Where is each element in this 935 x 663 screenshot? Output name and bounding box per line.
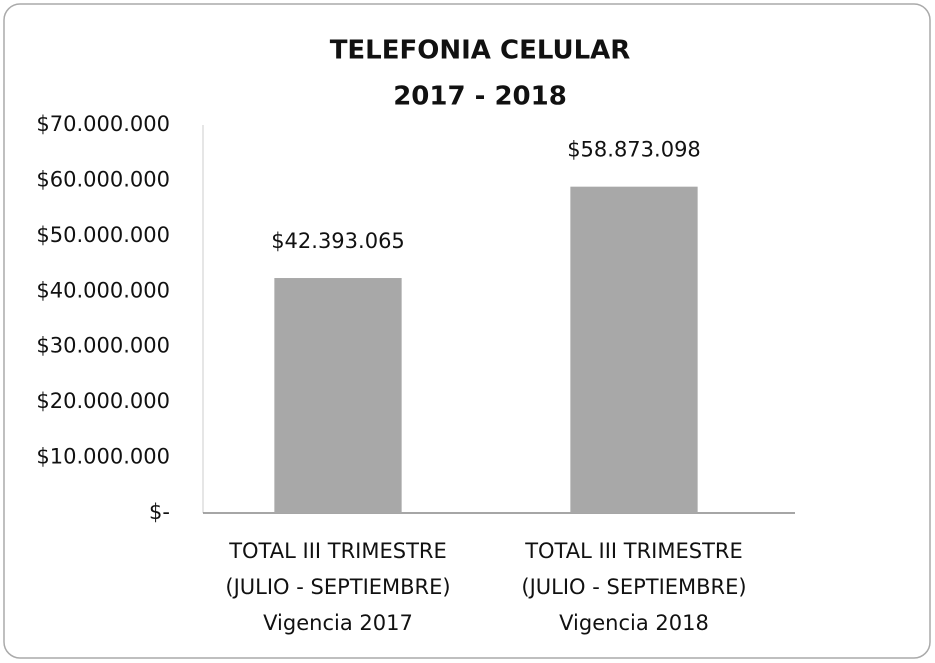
data-label: $58.873.098 bbox=[567, 138, 701, 162]
y-tick-label: $- bbox=[149, 500, 170, 524]
data-label: $42.393.065 bbox=[271, 229, 405, 253]
bar bbox=[274, 278, 402, 513]
x-tick-label: TOTAL III TRIMESTRE bbox=[524, 539, 743, 563]
y-tick-label: $50.000.000 bbox=[36, 223, 170, 247]
y-tick-label: $70.000.000 bbox=[36, 112, 170, 136]
bar bbox=[570, 186, 698, 513]
chart-border bbox=[3, 3, 931, 659]
x-tick-label: (JULIO - SEPTIEMBRE) bbox=[521, 575, 746, 599]
y-tick-label: $10.000.000 bbox=[36, 445, 170, 469]
x-tick-label: (JULIO - SEPTIEMBRE) bbox=[225, 575, 450, 599]
x-tick-label: Vigencia 2018 bbox=[559, 611, 709, 635]
x-tick-label: TOTAL III TRIMESTRE bbox=[228, 539, 447, 563]
y-tick-label: $20.000.000 bbox=[36, 389, 170, 413]
y-tick-label: $40.000.000 bbox=[36, 278, 170, 302]
chart-title: 2017 - 2018 bbox=[393, 82, 567, 112]
y-tick-label: $60.000.000 bbox=[36, 167, 170, 191]
y-tick-label: $30.000.000 bbox=[36, 334, 170, 358]
x-tick-label: Vigencia 2017 bbox=[263, 611, 413, 635]
chart-title: TELEFONIA CELULAR bbox=[330, 36, 631, 66]
